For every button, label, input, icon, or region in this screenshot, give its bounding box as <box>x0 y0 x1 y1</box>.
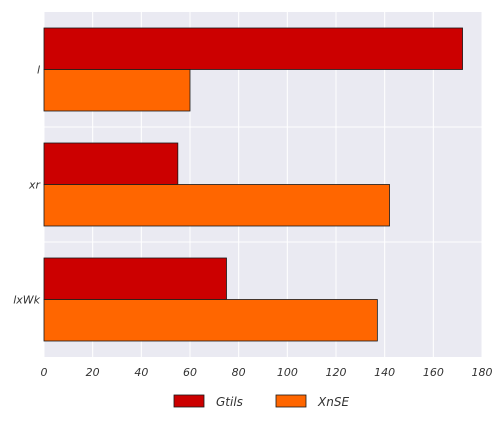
x-tick-label: 160 <box>423 366 444 379</box>
bar-xnse-lxwk <box>43 299 378 342</box>
legend-label-xnse: XnSE <box>317 395 349 409</box>
x-tick-label: 80 <box>232 366 246 379</box>
x-tick-label: 0 <box>41 366 48 379</box>
legend: Gtils XnSE <box>173 394 349 409</box>
bars <box>43 27 463 342</box>
y-tick-label: l <box>37 64 40 77</box>
x-tick-label: 140 <box>374 366 395 379</box>
x-tick-label: 180 <box>472 366 493 379</box>
bar-gtils-xr <box>43 142 179 185</box>
x-tick-label: 100 <box>277 366 298 379</box>
y-tick-label: xr <box>28 179 42 192</box>
bar-xnse-l <box>43 69 191 112</box>
bar-gtils-lxwk <box>43 257 227 300</box>
bar-gtils-l <box>43 27 463 70</box>
bar-xnse-xr <box>43 184 390 227</box>
x-tick-label: 60 <box>183 366 197 379</box>
legend-swatch-xnse <box>275 394 307 408</box>
legend-swatch-gtils <box>173 394 205 408</box>
x-tick-label: 40 <box>134 366 148 379</box>
y-tick-label: lxWk <box>13 294 40 307</box>
y-axis-ticks: l xr lxWk <box>13 64 41 307</box>
x-axis-ticks: 0 20 40 60 80 100 120 140 160 180 <box>41 366 493 379</box>
x-tick-label: 120 <box>326 366 347 379</box>
x-tick-label: 20 <box>86 366 100 379</box>
legend-label-gtils: Gtils <box>216 395 243 409</box>
